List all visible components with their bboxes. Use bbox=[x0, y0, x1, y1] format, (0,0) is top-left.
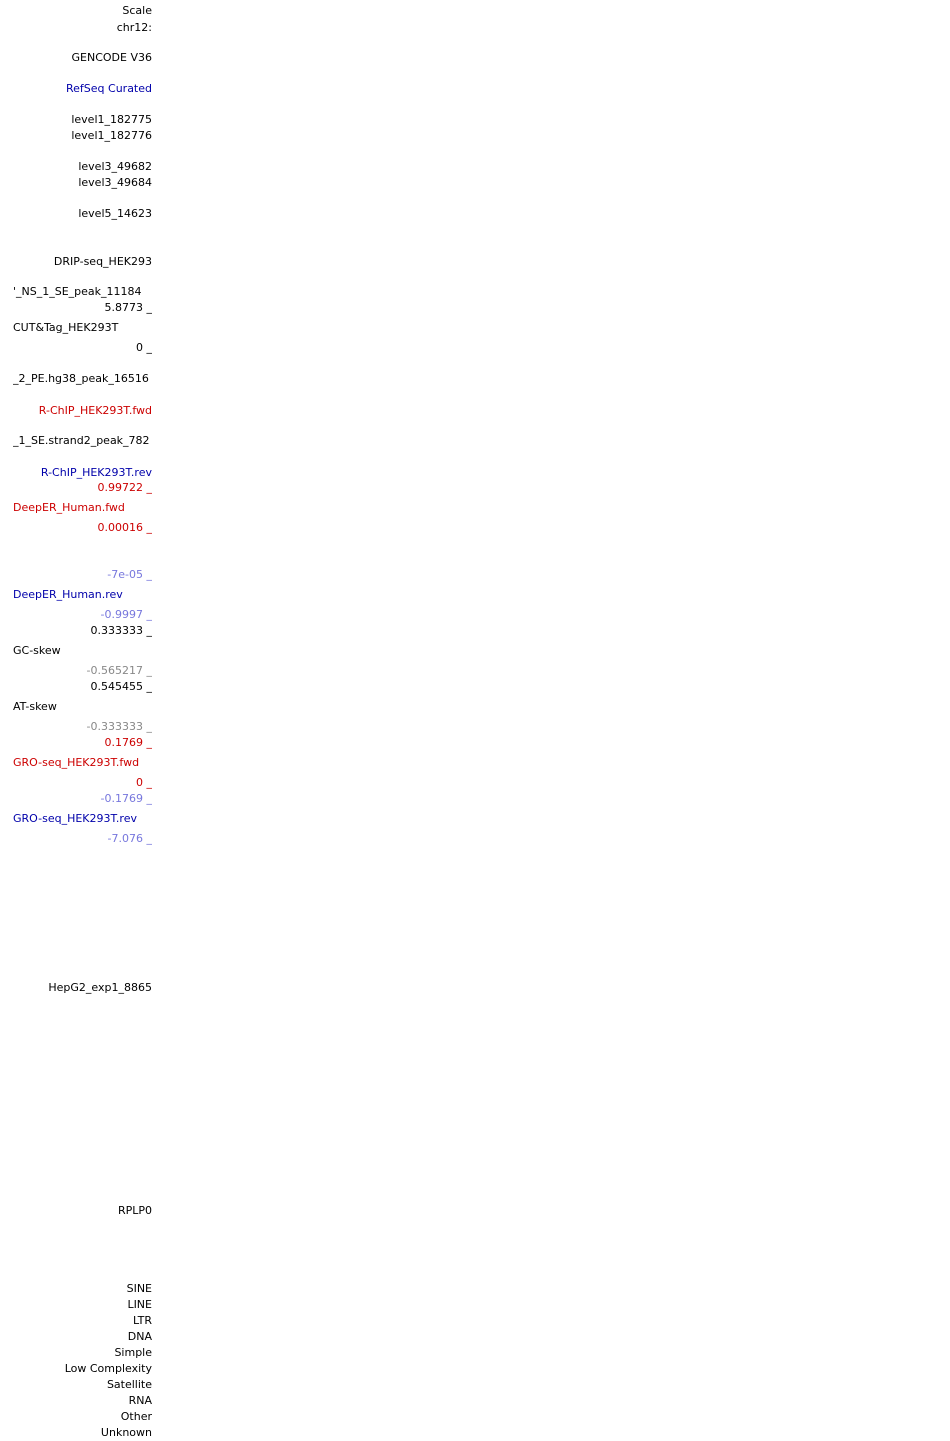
deeper-fwd-axis-min: 0.00016 _ bbox=[97, 521, 152, 534]
track-label-strand2-peak[interactable]: _1_SE.strand2_peak_782 bbox=[13, 434, 150, 447]
gro-fwd-axis-max: 0.1769 _ bbox=[104, 736, 153, 749]
repeat-class-rna: RNA bbox=[128, 1394, 152, 1407]
cuttag-axis-min: 0 _ bbox=[136, 341, 152, 354]
repeat-class-other: Other bbox=[120, 1410, 152, 1423]
track-label-gencode[interactable]: GENCODE V36 bbox=[71, 51, 152, 64]
repeat-class-simple: Simple bbox=[114, 1346, 152, 1359]
track-label-deeper-rev[interactable]: DeepER_Human.rev bbox=[13, 588, 123, 601]
gro-fwd-axis-min: 0 _ bbox=[136, 776, 152, 789]
track-label-rchip-rev[interactable]: R-ChIP_HEK293T.rev bbox=[40, 466, 152, 479]
repeat-class-line: LINE bbox=[127, 1298, 152, 1311]
track-label-gc-skew[interactable]: GC-skew bbox=[13, 644, 61, 657]
deeper-fwd-axis-max: 0.99722 _ bbox=[97, 481, 152, 494]
track-label-pe-peak[interactable]: _2_PE.hg38_peak_16516 bbox=[13, 372, 149, 385]
repeat-class-sine: SINE bbox=[126, 1282, 152, 1295]
track-label-refseq[interactable]: RefSeq Curated bbox=[66, 82, 152, 95]
gro-rev-axis-min: -7.076 _ bbox=[107, 832, 152, 845]
gc-skew-axis-max: 0.333333 _ bbox=[90, 624, 152, 637]
track-label-gro-fwd[interactable]: GRO-seq_HEK293T.fwd bbox=[13, 756, 140, 769]
track-label-cuttag[interactable]: CUT&Tag_HEK293T bbox=[13, 321, 119, 334]
chromosome-label: chr12: bbox=[116, 21, 152, 34]
cuttag-axis-max: 5.8773 _ bbox=[104, 301, 153, 314]
gc-skew-axis-min: -0.565217 _ bbox=[86, 664, 152, 677]
scale-label: Scale bbox=[122, 4, 152, 17]
deeper-rev-axis-max: -7e-05 _ bbox=[107, 568, 152, 581]
repeat-class-dna: DNA bbox=[127, 1330, 152, 1343]
track-label-ns-peak[interactable]: '_NS_1_SE_peak_11184 bbox=[13, 285, 142, 298]
track-label-rchip-fwd[interactable]: R-ChIP_HEK293T.fwd bbox=[38, 404, 152, 417]
track-label-panel: Scale chr12: GENCODE V36 RefSeq Curated … bbox=[0, 0, 160, 1441]
at-skew-axis-min: -0.333333 _ bbox=[86, 720, 152, 733]
at-skew-axis-max: 0.545455 _ bbox=[90, 680, 152, 693]
track-image-area[interactable] bbox=[160, 0, 950, 1441]
gro-rev-axis-max: -0.1769 _ bbox=[100, 792, 152, 805]
track-label-gro-rev[interactable]: GRO-seq_HEK293T.rev bbox=[13, 812, 137, 825]
track-label-level1-b[interactable]: level1_182776 bbox=[71, 129, 152, 142]
deeper-rev-axis-min: -0.9997 _ bbox=[100, 608, 152, 621]
track-label-level5[interactable]: level5_14623 bbox=[78, 207, 152, 220]
track-label-at-skew[interactable]: AT-skew bbox=[13, 700, 57, 713]
track-label-level3-a[interactable]: level3_49682 bbox=[78, 160, 152, 173]
repeat-class-satellite: Satellite bbox=[106, 1378, 152, 1391]
track-label-level3-b[interactable]: level3_49684 bbox=[78, 176, 152, 189]
repeat-class-low-complexity: Low Complexity bbox=[64, 1362, 152, 1375]
repeat-class-unknown: Unknown bbox=[100, 1426, 152, 1439]
track-label-level1-a[interactable]: level1_182775 bbox=[71, 113, 152, 126]
track-label-hepg2[interactable]: HepG2_exp1_8865 bbox=[48, 981, 152, 994]
track-label-rplp0[interactable]: RPLP0 bbox=[117, 1204, 152, 1217]
repeat-class-ltr: LTR bbox=[133, 1314, 152, 1327]
track-label-deeper-fwd[interactable]: DeepER_Human.fwd bbox=[13, 501, 125, 514]
track-label-drip-seq[interactable]: DRIP-seq_HEK293 bbox=[53, 255, 152, 268]
